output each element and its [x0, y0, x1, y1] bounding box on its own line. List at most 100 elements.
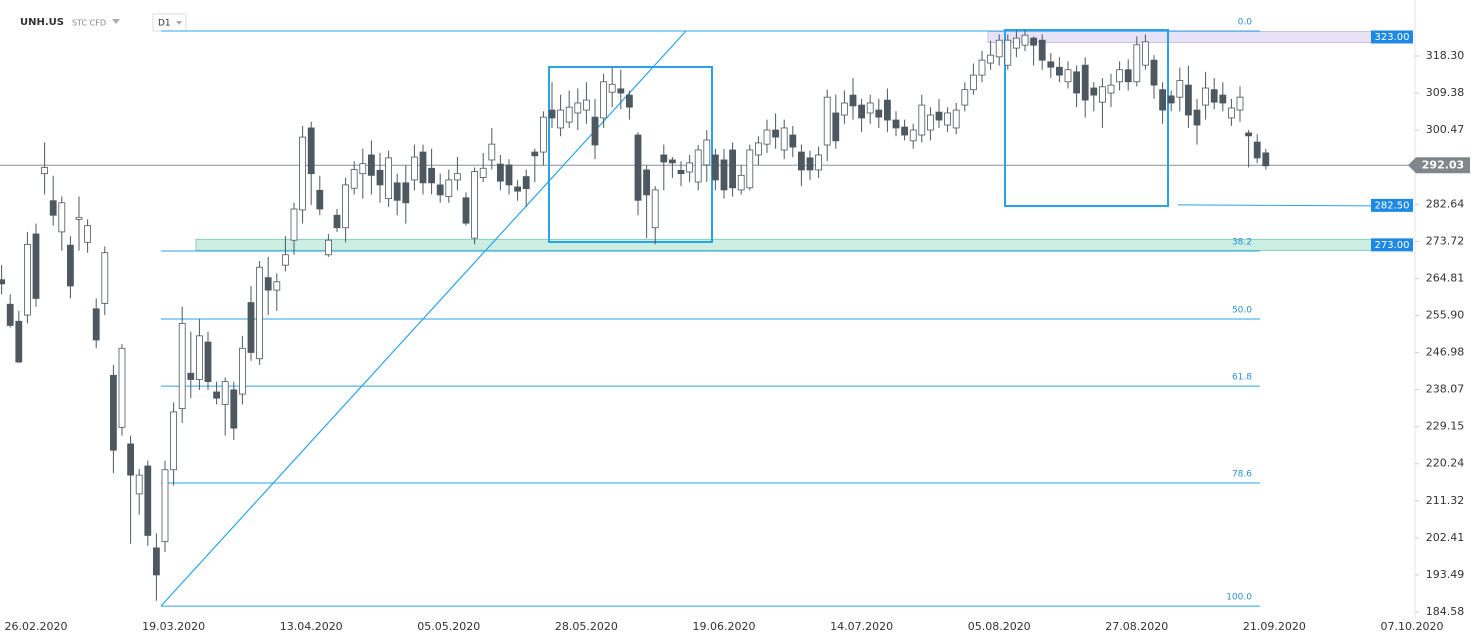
x-tick-label: 28.05.2020 — [555, 620, 618, 633]
price-tag — [1371, 198, 1413, 212]
candle-body — [359, 163, 367, 175]
candle-body — [1228, 107, 1235, 119]
candle-body — [1047, 61, 1055, 68]
interval[interactable]: D1 — [158, 19, 171, 29]
candle-body — [75, 216, 83, 220]
candle-body — [987, 54, 994, 64]
candle-body — [496, 163, 504, 182]
candle-body — [6, 303, 14, 326]
candle-body — [574, 102, 582, 114]
candle-body — [935, 111, 943, 121]
candle-body — [1107, 84, 1115, 94]
candle-body — [316, 189, 324, 210]
candle-body — [789, 134, 797, 148]
y-tick-label: 246.98 — [1426, 346, 1465, 359]
candle-body — [273, 281, 281, 291]
fib-label: 50.0 — [1232, 306, 1252, 316]
candle-body — [1116, 69, 1123, 83]
candle-body — [918, 104, 926, 136]
price-zone — [195, 238, 1413, 251]
candle-body — [135, 474, 143, 495]
price-tag-label: 273.00 — [1375, 240, 1410, 251]
candle-body — [84, 225, 91, 243]
interval-dropdown[interactable] — [176, 21, 182, 25]
candle-body — [324, 239, 332, 256]
candle-body — [712, 154, 719, 181]
candle-body — [841, 102, 848, 116]
candle-body — [944, 112, 951, 126]
candle-body — [1262, 152, 1270, 167]
candle-body — [118, 347, 126, 428]
candle-body — [815, 154, 822, 171]
candle-body — [970, 74, 977, 91]
x-tick-label: 19.03.2020 — [142, 620, 205, 633]
candle-body — [772, 129, 779, 138]
candle-body — [0, 279, 6, 285]
interval-selector[interactable]: D1 — [152, 13, 187, 32]
last-price-tag — [1408, 157, 1470, 174]
y-tick-label: 184.58 — [1426, 605, 1465, 618]
price-tag — [1371, 30, 1413, 44]
candle-body — [703, 139, 711, 166]
x-tick-label: 26.02.2020 — [5, 620, 68, 633]
candle-body — [256, 266, 264, 360]
candle-body — [669, 159, 676, 164]
candle-body — [557, 109, 564, 129]
candle-body — [1167, 95, 1175, 104]
candle-body — [1099, 86, 1106, 103]
candle-body — [307, 127, 315, 175]
candle-body — [952, 109, 960, 129]
y-tick-label: 255.90 — [1426, 308, 1465, 321]
candle-body — [746, 149, 754, 189]
candle-body — [178, 322, 186, 410]
candle-body — [961, 89, 969, 106]
price-tag — [1371, 238, 1413, 252]
candle-body — [823, 96, 831, 146]
candle-body — [660, 154, 668, 163]
candle-body — [488, 143, 496, 161]
candle-body — [892, 119, 900, 129]
price-tag-label: 323.00 — [1375, 32, 1410, 43]
y-tick-label: 193.49 — [1426, 568, 1465, 581]
x-tick-label: 27.08.2020 — [1105, 620, 1168, 633]
candle-body — [798, 151, 805, 171]
candle-body — [1090, 87, 1098, 96]
candle-body — [927, 114, 934, 131]
candle-body — [92, 308, 100, 341]
candle-body — [445, 179, 453, 197]
symbol-dropdown[interactable] — [112, 19, 120, 24]
candle-body — [101, 252, 109, 304]
candle-body — [350, 169, 358, 189]
candle-body — [1124, 69, 1132, 83]
candle-body — [780, 127, 788, 151]
candle-body — [428, 167, 436, 184]
x-tick-label: 05.08.2020 — [968, 620, 1031, 633]
candle-body — [110, 374, 117, 451]
candle-body — [875, 109, 883, 118]
candle-body — [221, 381, 229, 405]
candle-body — [41, 167, 48, 175]
candle-body — [238, 347, 246, 395]
candle-body — [23, 243, 31, 316]
candle-body — [1202, 87, 1209, 106]
highlight-box — [548, 66, 713, 243]
candle-body — [127, 443, 134, 476]
candle-body — [832, 112, 840, 142]
candle-body — [67, 244, 74, 287]
trend-line — [160, 30, 687, 607]
candle-body — [626, 94, 633, 108]
candle-body — [1253, 141, 1261, 159]
candle-body — [204, 341, 212, 382]
candle-body — [144, 465, 152, 536]
y-tick-label: 300.47 — [1426, 123, 1465, 136]
candle-body — [720, 159, 728, 191]
candle-body — [342, 184, 350, 229]
fib-label: 78.6 — [1232, 470, 1252, 480]
candle-body — [453, 173, 461, 181]
candle-body — [1030, 37, 1037, 46]
candle-body — [565, 106, 573, 123]
candle-body — [58, 202, 66, 233]
candle-body — [729, 149, 736, 189]
candle-body — [462, 197, 470, 224]
